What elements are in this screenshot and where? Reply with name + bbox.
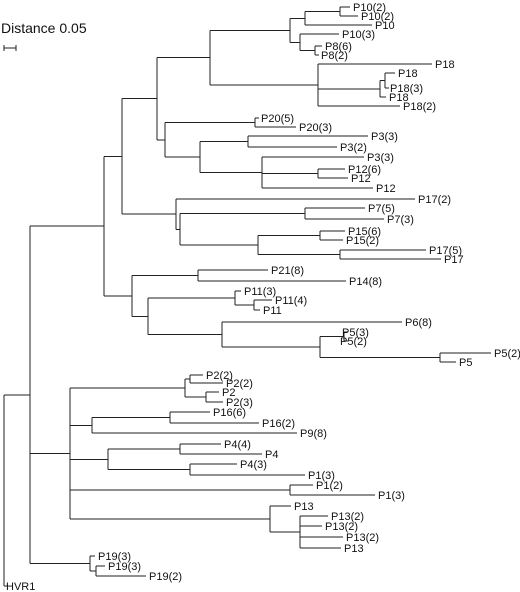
leaf-label: P17 — [444, 254, 464, 266]
leaf-label: P8(6) — [325, 41, 352, 53]
leaf-label: P20(5) — [261, 113, 294, 125]
leaf-label: P14(8) — [349, 276, 382, 288]
leaf-label: P11 — [263, 305, 282, 317]
leaf-label: P19(3) — [108, 561, 141, 573]
leaf-label: P19(2) — [149, 571, 182, 583]
leaf-label: P2(3) — [226, 397, 253, 409]
leaf-label: P5(2) — [340, 336, 367, 348]
scale-bar-label: Distance 0.05 — [1, 20, 87, 36]
leaf-label: P18 — [435, 59, 455, 71]
leaf-label: P13(2) — [325, 521, 358, 533]
leaf-label: P1(2) — [316, 480, 343, 492]
leaf-label: P4(3) — [240, 459, 267, 471]
leaf-label: P10 — [375, 20, 395, 32]
leaf-label: P19(3) — [98, 551, 131, 563]
tree-branches — [3, 6, 491, 587]
leaf-label: P10(2) — [361, 11, 394, 23]
leaf-label: P10(2) — [353, 2, 386, 14]
leaf-label: P7(3) — [387, 214, 414, 226]
leaf-label: P13(2) — [331, 511, 364, 523]
leaf-label: P13(2) — [346, 532, 379, 544]
leaf-label: P8(2) — [321, 50, 348, 62]
leaf-label: P5(2) — [494, 348, 520, 360]
leaf-label: P18 — [398, 68, 418, 80]
leaf-label: P2(2) — [226, 378, 253, 390]
leaf-label: P3(3) — [367, 152, 394, 164]
leaf-label: P2(2) — [206, 370, 233, 382]
leaf-label: P11(3) — [244, 286, 276, 298]
leaf-labels: P10(2)P10(2)P10P10(3)P8(6)P8(2)P18P18P18… — [6, 2, 520, 592]
leaf-label: P17(5) — [429, 245, 462, 257]
leaf-label: P7(5) — [368, 203, 395, 215]
leaf-label: P4(4) — [224, 439, 251, 451]
leaf-label: P1(3) — [378, 490, 405, 502]
leaf-label: HVR1 — [6, 581, 35, 592]
leaf-label: P12 — [376, 183, 396, 195]
leaf-label: P12 — [351, 173, 371, 185]
scale-bar — [3, 45, 17, 51]
leaf-label: P12(6) — [348, 164, 381, 176]
leaf-label: P10(3) — [342, 29, 375, 41]
leaf-label: P13 — [344, 543, 364, 555]
leaf-label: P20(3) — [299, 122, 332, 134]
leaf-label: P5(3) — [342, 327, 369, 339]
leaf-label: P21(8) — [271, 265, 304, 277]
leaf-label: P18(2) — [403, 101, 436, 113]
leaf-label: P11(4) — [275, 295, 307, 307]
leaf-label: P2 — [222, 387, 235, 399]
leaf-label: P3(3) — [371, 131, 398, 143]
leaf-label: P3(2) — [340, 142, 367, 154]
leaf-label: P16(6) — [213, 407, 246, 419]
leaf-label: P18(3) — [390, 83, 423, 95]
leaf-label: P6(8) — [405, 317, 432, 329]
leaf-label: P4 — [265, 449, 278, 461]
leaf-label: P17(2) — [418, 194, 451, 206]
leaf-label: P18 — [389, 92, 409, 104]
leaf-label: P15(6) — [348, 226, 381, 238]
leaf-label: P15(2) — [346, 235, 379, 247]
leaf-label: P16(2) — [262, 418, 295, 430]
leaf-label: P9(8) — [300, 428, 327, 440]
leaf-label: P5 — [459, 357, 472, 369]
leaf-label: P13 — [294, 501, 314, 513]
leaf-label: P1(3) — [308, 470, 335, 482]
